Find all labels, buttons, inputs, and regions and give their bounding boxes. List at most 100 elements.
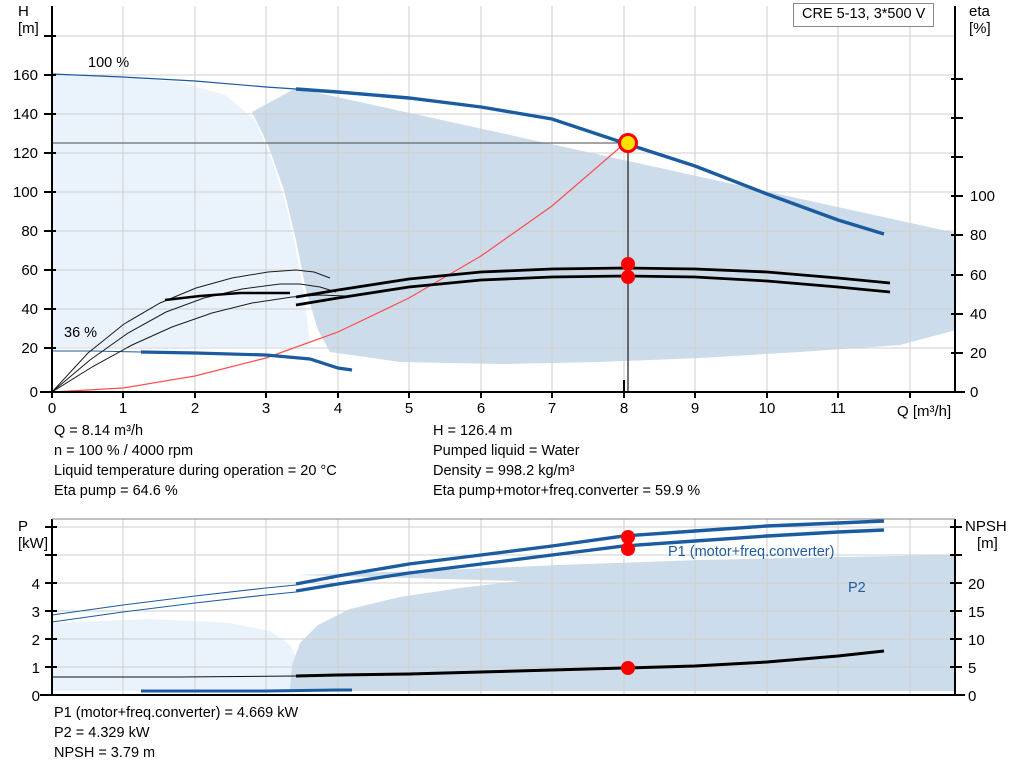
svg-text:2: 2 (191, 400, 199, 415)
h-axis-title-label: H (18, 3, 29, 20)
legend-p1: P1 (motor+freq.converter) (668, 544, 835, 560)
info-right-line-3: Density = 998.2 kg/m³ (433, 463, 575, 479)
curve-p2-thin (51, 591, 297, 623)
curve-npsh-thin (52, 675, 297, 678)
speed-label-36: 36 % (64, 325, 98, 341)
svg-text:40: 40 (970, 306, 987, 323)
info-left-line-2: n = 100 % / 4000 rpm (54, 443, 194, 459)
svg-text:6: 6 (477, 400, 485, 415)
envelope-shading-main (252, 88, 956, 364)
power-info-block: P1 (motor+freq.converter) = 4.669 kW P2 … (54, 703, 298, 763)
curve-p-minspeed (141, 688, 352, 693)
npsh-marker (621, 661, 635, 675)
svg-text:0: 0 (32, 688, 40, 705)
head-efficiency-chart: 0 20 40 60 80 100 120 140 160 0 (13, 6, 995, 415)
h-axis-title-unit: [m] (18, 20, 39, 37)
npsh-axis-title: NPSH [m] (965, 518, 1007, 552)
svg-text:60: 60 (21, 262, 38, 279)
svg-text:15: 15 (968, 604, 985, 621)
svg-text:80: 80 (21, 223, 38, 240)
chart-h-right-ticks: 0 20 40 60 80 100 (951, 78, 995, 401)
chart-p-left-ticks: 0 1 2 3 4 (32, 526, 57, 705)
curve-h-100 (295, 87, 885, 236)
duty-point-info-left: Q = 8.14 m³/h n = 100 % / 4000 rpm Liqui… (54, 421, 337, 501)
legend-p2: P2 (848, 580, 866, 596)
curve-system-red (51, 143, 625, 393)
p-axis-title-unit: [kW] (18, 535, 48, 552)
speed-label-100: 100 % (88, 55, 130, 71)
curve-p1-thin (51, 584, 297, 616)
svg-text:120: 120 (13, 145, 38, 162)
q-axis-title: Q [m³/h] (897, 403, 952, 420)
svg-text:40: 40 (21, 301, 38, 318)
info-bottom-line-3: NPSH = 3.79 m (54, 745, 156, 761)
svg-text:3: 3 (32, 604, 40, 621)
svg-text:0: 0 (970, 384, 978, 401)
p-axis-title-label: P (18, 518, 29, 535)
svg-text:0: 0 (30, 384, 38, 401)
info-right-line-2: Pumped liquid = Water (433, 443, 580, 459)
svg-text:3: 3 (262, 400, 270, 415)
chart-p-gridlines-horizontal (52, 526, 955, 668)
curve-p1 (295, 519, 885, 586)
svg-text:10: 10 (968, 632, 985, 649)
eta-pump-marker (621, 257, 635, 271)
curve-eta-pump (295, 266, 891, 299)
curve-eta-total (295, 274, 891, 307)
model-tag-label: CRE 5-13, 3*500 V (802, 6, 926, 22)
svg-text:20: 20 (970, 345, 987, 362)
svg-text:60: 60 (970, 267, 987, 284)
model-tag-box: CRE 5-13, 3*500 V (793, 3, 935, 27)
svg-text:4: 4 (334, 400, 342, 415)
svg-text:4: 4 (32, 576, 40, 593)
h-axis-title: H [m] (18, 3, 39, 37)
chart-h-left-ticks: 0 20 40 60 80 100 120 140 160 (13, 35, 56, 401)
curve-p2 (295, 528, 885, 593)
svg-text:100: 100 (970, 188, 995, 205)
eta-axis-title-label: eta (969, 3, 990, 20)
svg-text:2: 2 (32, 632, 40, 649)
eta-axis-title: eta [%] (969, 3, 991, 37)
svg-text:1: 1 (32, 660, 40, 677)
info-left-line-4: Eta pump = 64.6 % (54, 483, 178, 499)
curve-npsh (295, 649, 885, 678)
svg-text:80: 80 (970, 227, 987, 244)
svg-text:0: 0 (968, 688, 976, 705)
chart-p-gridlines-vertical (122, 519, 911, 695)
curve-h-100-thin (51, 73, 297, 90)
curve-eta-minspeed (164, 291, 290, 302)
chart-h-gridlines-horizontal (52, 35, 955, 349)
svg-text:7: 7 (548, 400, 556, 415)
p-envelope-shading-light (52, 619, 300, 691)
svg-text:140: 140 (13, 106, 38, 123)
info-left-line-3: Liquid temperature during operation = 20… (54, 463, 337, 479)
svg-text:160: 160 (13, 67, 38, 84)
p2-marker (621, 542, 635, 556)
svg-text:8: 8 (620, 400, 628, 415)
chart-h-bottom-ticks: 0 1 2 3 4 5 6 7 8 9 10 11 (48, 380, 911, 415)
svg-text:5: 5 (968, 660, 976, 677)
svg-text:1: 1 (119, 400, 127, 415)
eta-total-marker (621, 270, 635, 284)
p-envelope-shading-main (290, 555, 955, 691)
duty-point-marker[interactable] (618, 133, 638, 153)
svg-text:5: 5 (405, 400, 413, 415)
npsh-axis-title-unit: [m] (977, 535, 998, 552)
power-npsh-chart: 0 1 2 3 4 0 5 10 15 20 (32, 518, 985, 705)
p1-marker (621, 530, 635, 544)
info-bottom-line-1: P1 (motor+freq.converter) = 4.669 kW (54, 705, 299, 721)
duty-point-info-right: H = 126.4 m Pumped liquid = Water Densit… (433, 421, 700, 501)
info-right-line-1: H = 126.4 m (433, 423, 513, 439)
info-bottom-line-2: P2 = 4.329 kW (54, 725, 150, 741)
curve-h-minspeed (140, 350, 353, 372)
curve-h-minspeed-thin (52, 350, 142, 353)
svg-text:20: 20 (968, 576, 985, 593)
svg-text:10: 10 (759, 400, 776, 415)
p-axis-title: P [kW] (18, 518, 48, 552)
info-right-line-4: Eta pump+motor+freq.converter = 59.9 % (433, 483, 701, 499)
svg-text:20: 20 (21, 340, 38, 357)
eta-axis-title-unit: [%] (969, 20, 991, 37)
chart-h-gridlines-vertical (122, 6, 911, 391)
chart-p-right-ticks: 0 5 10 15 20 (950, 526, 985, 705)
